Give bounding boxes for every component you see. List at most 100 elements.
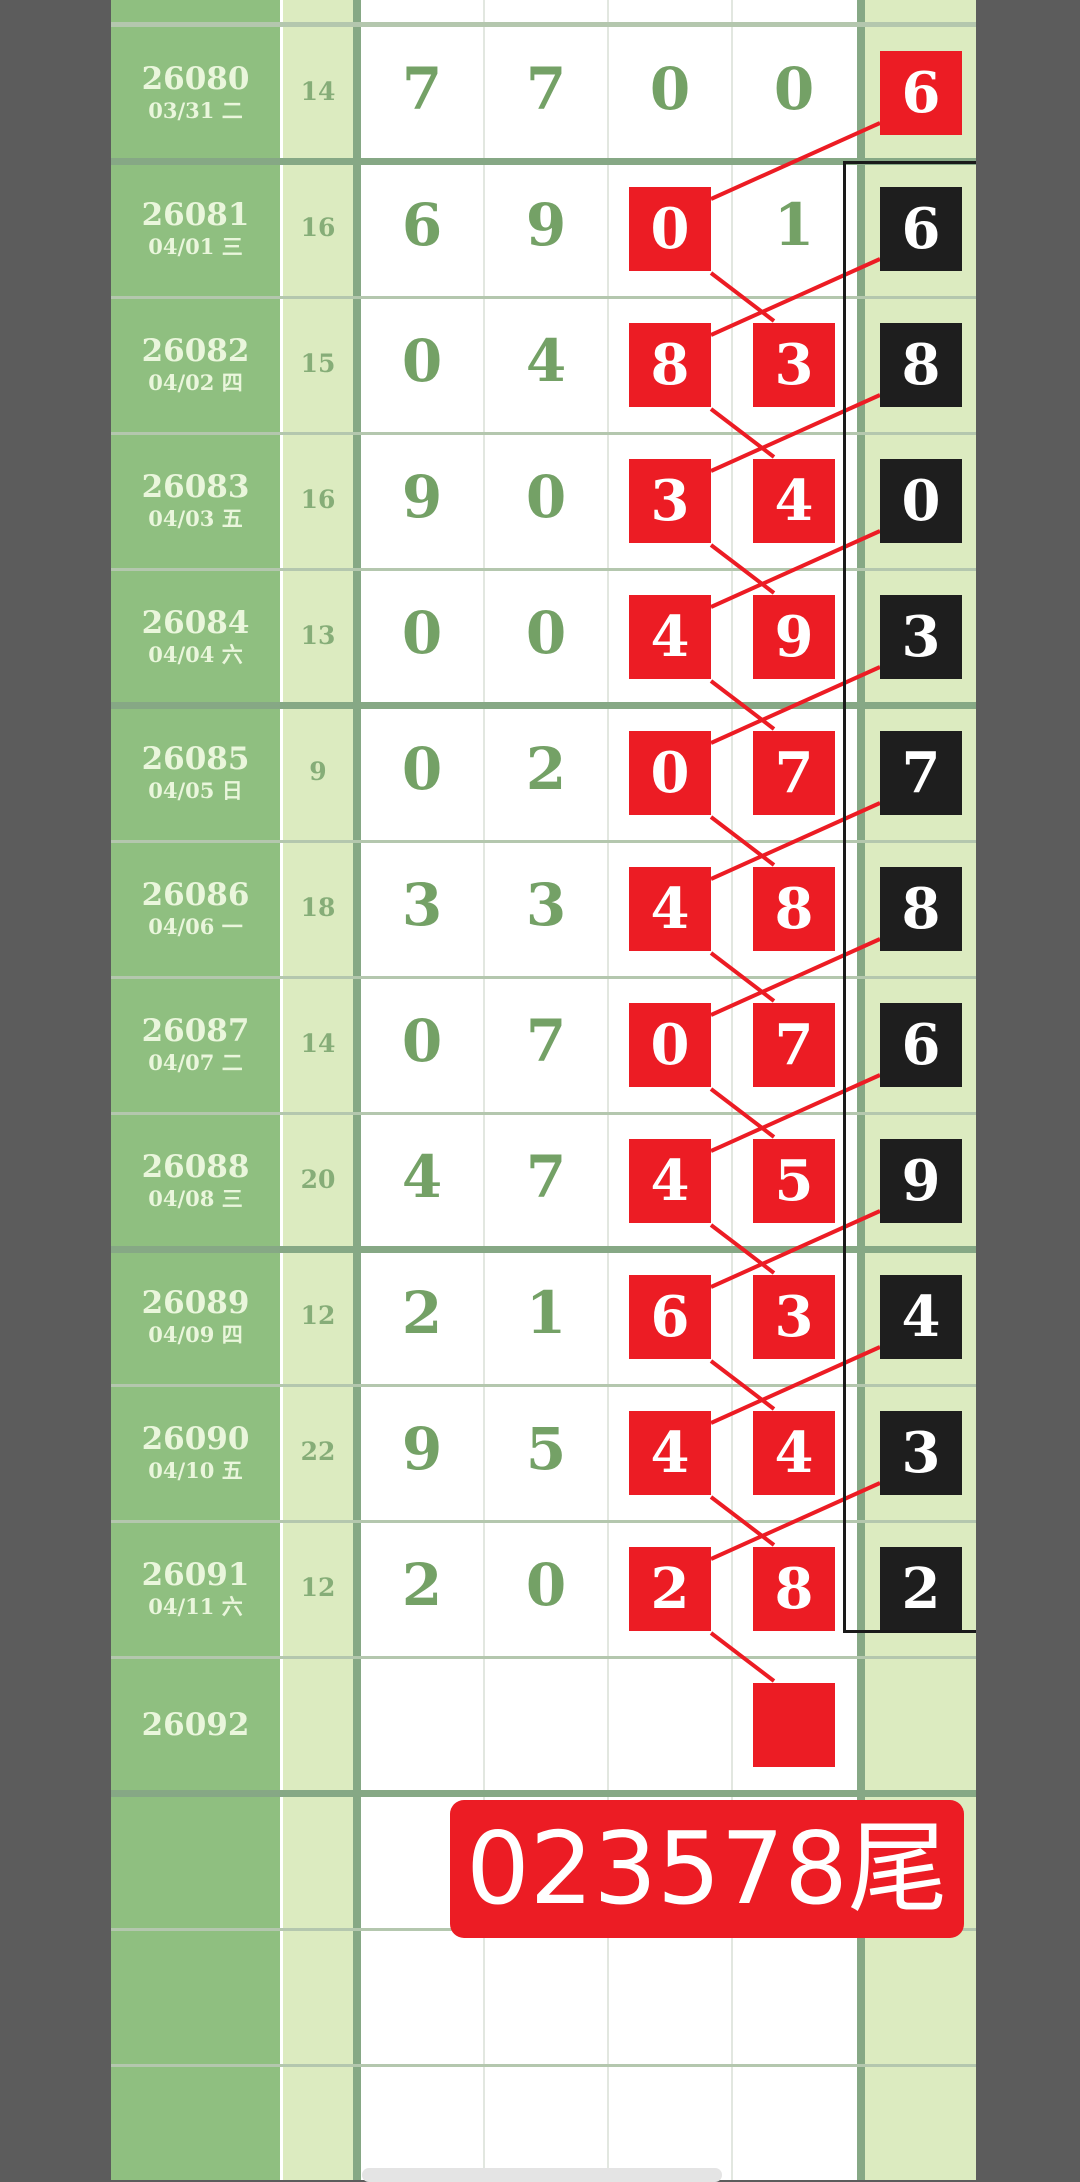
- sum-value: 22: [300, 1437, 336, 1466]
- digit-cell: 0: [401, 1007, 443, 1075]
- digit-cell: 0: [525, 1551, 567, 1619]
- issue-cell: 26082 04/02 四: [111, 333, 280, 397]
- sum-value: 15: [300, 349, 336, 378]
- digit-cell: 0: [401, 735, 443, 803]
- digit-highlight-red: 6: [629, 1275, 711, 1359]
- digit-highlight-red: 3: [753, 323, 835, 407]
- digit-highlight-red: 8: [753, 1547, 835, 1631]
- tail-digit-black: 8: [880, 867, 962, 951]
- divider: [353, 0, 361, 2180]
- row-divider: [111, 1246, 976, 1253]
- digit-cell: 0: [401, 327, 443, 395]
- connector-line: [709, 543, 776, 595]
- connector-line: [709, 407, 776, 459]
- issue-date: 04/11 六: [148, 1594, 243, 1619]
- digit-cell: 7: [525, 1143, 567, 1211]
- digit-highlight-red: 3: [753, 1275, 835, 1359]
- issue-date: 04/09 四: [148, 1322, 243, 1347]
- digit-cell: 2: [525, 735, 567, 803]
- digit-highlight-red: 4: [629, 1139, 711, 1223]
- connector-line: [710, 121, 881, 201]
- issue-cell: 26090 04/10 五: [111, 1421, 280, 1485]
- issue-date: 04/08 三: [148, 1186, 243, 1211]
- tail-digit-black: 0: [880, 459, 962, 543]
- sum-column: [283, 0, 353, 2180]
- digit-cell: 3: [525, 871, 567, 939]
- tail-digit-black: 6: [880, 187, 962, 271]
- issue-number: 26084: [141, 605, 250, 641]
- connector-line: [710, 937, 881, 1017]
- sum-value: 16: [300, 485, 336, 514]
- connector-line: [710, 1345, 881, 1425]
- sum-value: 14: [300, 1029, 336, 1058]
- issue-date: 03/31 二: [148, 98, 243, 123]
- issue-cell: 26085 04/05 日: [111, 741, 280, 805]
- digit-cell: 1: [773, 191, 815, 259]
- connector-line: [710, 665, 881, 745]
- tail-digit-black: 3: [880, 1411, 962, 1495]
- row-divider: [111, 568, 976, 571]
- connector-line: [710, 393, 881, 473]
- tail-digit-black: 7: [880, 731, 962, 815]
- issue-cell: 26092: [111, 1707, 280, 1743]
- digit-highlight-red: 7: [753, 1003, 835, 1087]
- scrollbar[interactable]: [362, 2168, 722, 2182]
- issue-number: 26085: [141, 741, 250, 777]
- row-divider: [111, 1656, 976, 1659]
- digit-highlight-red: 5: [753, 1139, 835, 1223]
- digit-cell: 7: [525, 55, 567, 123]
- issue-number: 26089: [141, 1285, 250, 1321]
- tail-digit-black: 4: [880, 1275, 962, 1359]
- divider: [483, 0, 485, 2180]
- issue-number: 26080: [141, 61, 250, 97]
- sum-value: 12: [300, 1301, 336, 1330]
- digit-cell: 9: [401, 463, 443, 531]
- issue-number: 26088: [141, 1149, 250, 1185]
- digit-cell: 4: [401, 1143, 443, 1211]
- issue-cell: 26084 04/04 六: [111, 605, 280, 669]
- connector-line: [710, 1209, 881, 1289]
- digit-highlight-red: 0: [629, 1003, 711, 1087]
- connector-line: [710, 1481, 881, 1561]
- divider: [857, 0, 865, 2180]
- row-divider: [111, 840, 976, 843]
- row-divider: [111, 158, 976, 165]
- row-divider: [111, 976, 976, 979]
- sum-value: 12: [300, 1573, 336, 1602]
- tail-digit-black: 2: [880, 1547, 962, 1631]
- issue-number: 26091: [141, 1557, 250, 1593]
- tail-digit-black: 3: [880, 595, 962, 679]
- digit-highlight-red: 4: [753, 459, 835, 543]
- sum-value: 14: [300, 77, 336, 106]
- row-divider: [111, 296, 976, 299]
- issue-cell: 26081 04/01 三: [111, 197, 280, 261]
- sum-value: 13: [300, 621, 336, 650]
- issue-date: 04/03 五: [148, 506, 243, 531]
- divider: [731, 0, 733, 2180]
- issue-cell: 26091 04/11 六: [111, 1557, 280, 1621]
- tail-digit-black: 6: [880, 1003, 962, 1087]
- digit-highlight-red: 0: [629, 731, 711, 815]
- digit-highlight-red: [753, 1683, 835, 1767]
- sum-value: 20: [300, 1165, 336, 1194]
- sum-value: 16: [300, 213, 336, 242]
- issue-number: 26092: [141, 1707, 250, 1743]
- sum-value: 18: [300, 893, 336, 922]
- digit-highlight-red: 9: [753, 595, 835, 679]
- tail-digit-black: 8: [880, 323, 962, 407]
- issue-date: 04/02 四: [148, 370, 243, 395]
- connector-line: [709, 271, 776, 323]
- issue-date: 04/07 二: [148, 1050, 243, 1075]
- digit-highlight-red: 2: [629, 1547, 711, 1631]
- connector-line: [709, 1359, 776, 1411]
- digit-highlight-red: 4: [629, 867, 711, 951]
- issue-number: 26083: [141, 469, 250, 505]
- row-divider: [111, 1384, 976, 1387]
- issue-number: 26087: [141, 1013, 250, 1049]
- row-divider: [111, 24, 976, 27]
- issue-date: 04/10 五: [148, 1458, 243, 1483]
- connector-line: [709, 1223, 776, 1275]
- digit-cell: 9: [401, 1415, 443, 1483]
- issue-date: 04/06 一: [148, 914, 243, 939]
- connector-line: [709, 1495, 776, 1547]
